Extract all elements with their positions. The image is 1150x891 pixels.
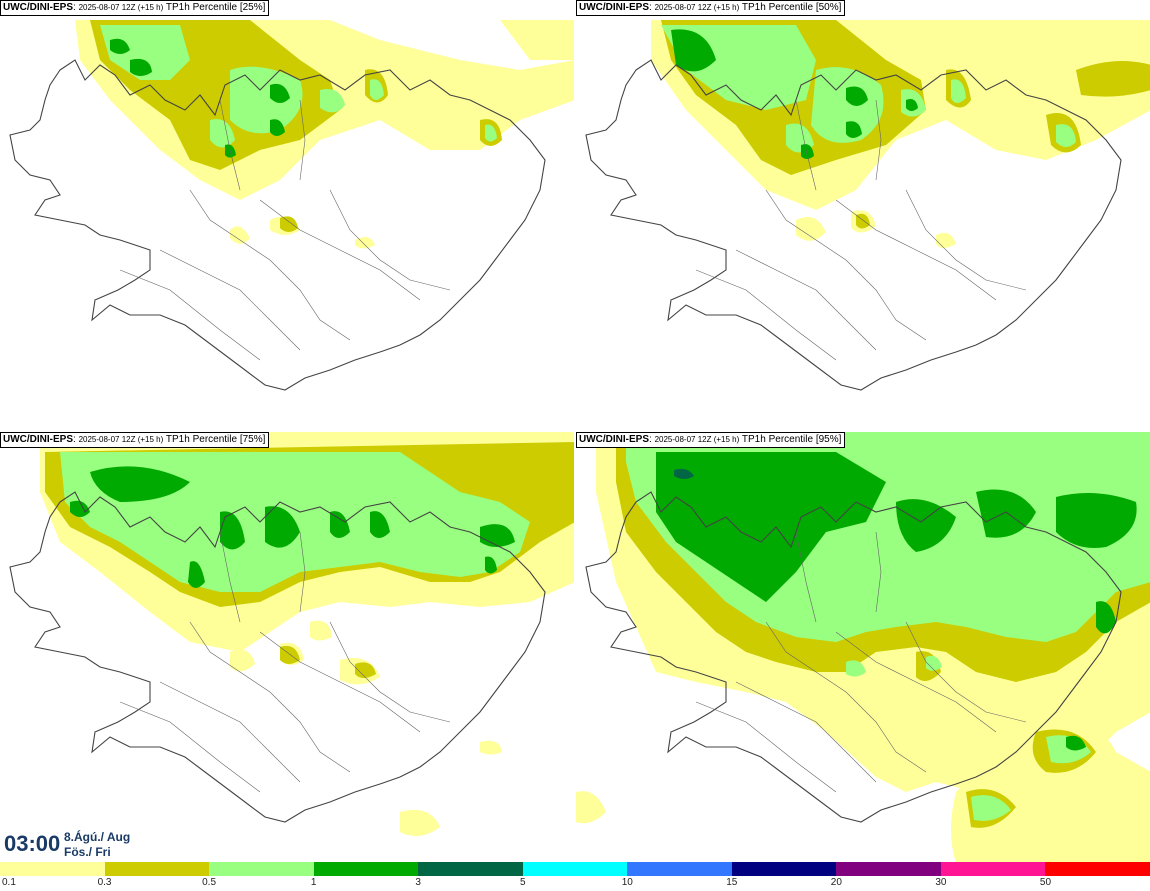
colorbar-segment bbox=[836, 862, 942, 876]
map-panel-p25: UWC/DINI-EPS: 2025-08-07 12Z (+15 h) TP1… bbox=[0, 0, 575, 431]
colorbar-tick-label: 20 bbox=[830, 877, 842, 888]
model-name: UWC/DINI-EPS bbox=[3, 434, 73, 445]
colorbar-tick-label: 1 bbox=[310, 877, 317, 888]
colorbar-tick-label: 0.3 bbox=[97, 877, 112, 888]
colorbar-segment bbox=[1045, 862, 1150, 876]
map-panel-p75: UWC/DINI-EPS: 2025-08-07 12Z (+15 h) TP1… bbox=[0, 432, 575, 863]
colorbar-tick-label: 3 bbox=[415, 877, 421, 888]
colorbar-segment bbox=[104, 862, 210, 876]
valid-time-box: 03:00 8.Ágú./ Aug Fös./ Fri bbox=[0, 822, 140, 862]
map-panel-p95: UWC/DINI-EPS: 2025-08-07 12Z (+15 h) TP1… bbox=[576, 432, 1150, 863]
precip-area-green bbox=[100, 25, 497, 148]
panel-title: UWC/DINI-EPS: 2025-08-07 12Z (+15 h) TP1… bbox=[0, 0, 270, 16]
interior-lines bbox=[119, 99, 451, 361]
colorbar-segment bbox=[418, 862, 524, 876]
precip-area-green bbox=[661, 25, 1076, 153]
panel-divider-horizontal bbox=[0, 430, 1150, 432]
colorbar bbox=[0, 862, 1150, 876]
colorbar-segment bbox=[209, 862, 315, 876]
interior-lines bbox=[695, 531, 1027, 793]
colorbar-segment bbox=[731, 862, 837, 876]
coastline bbox=[585, 491, 1122, 823]
valid-day: Fös./ Fri bbox=[64, 845, 111, 859]
colorbar-ticks: 0.1 0.3 0.5 1 3 5 10 15 20 30 50 bbox=[0, 876, 1150, 891]
model-name: UWC/DINI-EPS bbox=[579, 434, 649, 445]
precip-map bbox=[9, 20, 575, 391]
field-name: TP1h Percentile [25%] bbox=[165, 2, 266, 13]
precip-map bbox=[585, 20, 1150, 391]
colorbar-tick-label: 30 bbox=[935, 877, 947, 888]
colorbar-tick-label: 15 bbox=[726, 877, 738, 888]
precip-area-dark bbox=[110, 38, 290, 158]
run-time: 2025-08-07 12Z (+15 h) bbox=[78, 3, 164, 12]
colorbar-tick-label: 50 bbox=[1039, 877, 1052, 888]
precip-map bbox=[9, 432, 575, 836]
run-time: 2025-08-07 12Z (+15 h) bbox=[654, 3, 740, 12]
colorbar-tick-label: 0.5 bbox=[202, 877, 217, 888]
colorbar-tick-label: 10 bbox=[621, 877, 633, 888]
precip-area-olive bbox=[90, 20, 502, 232]
precip-area-dark bbox=[671, 29, 918, 159]
panel-title: UWC/DINI-EPS: 2025-08-07 12Z (+15 h) TP1… bbox=[0, 432, 270, 448]
valid-time: 03:00 bbox=[4, 831, 61, 856]
colorbar-tick-label: 0.1 bbox=[2, 877, 16, 888]
run-time: 2025-08-07 12Z (+15 h) bbox=[78, 435, 164, 444]
colorbar-segment bbox=[627, 862, 733, 876]
precip-area-dark bbox=[70, 466, 515, 588]
interior-lines bbox=[695, 99, 1027, 361]
coastline bbox=[9, 59, 546, 391]
colorbar-segment bbox=[940, 862, 1046, 876]
colorbar-tick-label: 5 bbox=[519, 877, 526, 888]
precip-map bbox=[576, 432, 1150, 863]
panel-title: UWC/DINI-EPS: 2025-08-07 12Z (+15 h) TP1… bbox=[576, 432, 846, 448]
colorbar-segment bbox=[0, 862, 106, 876]
coastline bbox=[9, 491, 546, 823]
field-name: TP1h Percentile [75%] bbox=[165, 434, 266, 445]
valid-date: 8.Ágú./ Aug bbox=[64, 830, 131, 844]
precip-area-deepest bbox=[674, 468, 694, 479]
colorbar-segment bbox=[522, 862, 628, 876]
model-name: UWC/DINI-EPS bbox=[579, 2, 649, 13]
panel-title: UWC/DINI-EPS: 2025-08-07 12Z (+15 h) TP1… bbox=[576, 0, 846, 16]
field-name: TP1h Percentile [95%] bbox=[741, 434, 842, 445]
interior-lines bbox=[119, 531, 451, 793]
field-name: TP1h Percentile [50%] bbox=[741, 2, 842, 13]
run-time: 2025-08-07 12Z (+15 h) bbox=[654, 435, 740, 444]
model-name: UWC/DINI-EPS bbox=[3, 2, 73, 13]
coastline bbox=[585, 59, 1122, 391]
colorbar-segment bbox=[313, 862, 419, 876]
map-panel-p50: UWC/DINI-EPS: 2025-08-07 12Z (+15 h) TP1… bbox=[576, 0, 1150, 431]
